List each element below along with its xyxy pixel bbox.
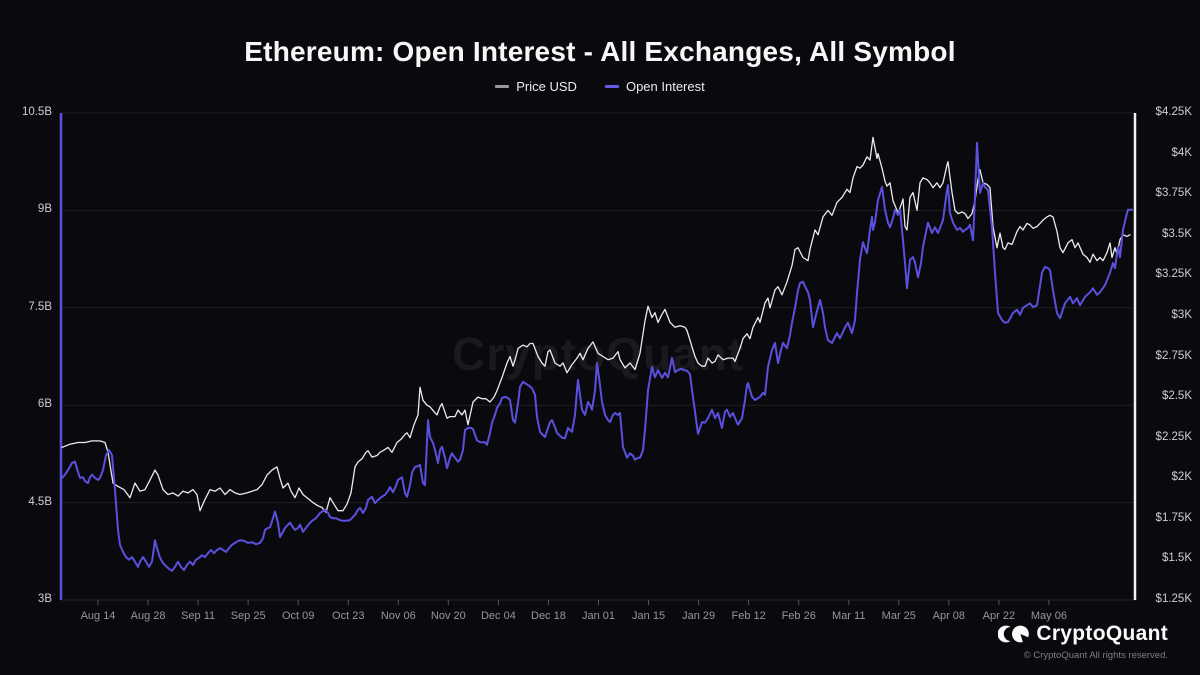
- x-axis-label: Feb 12: [731, 610, 766, 622]
- copyright-text: © CryptoQuant All rights reserved.: [1023, 650, 1168, 661]
- legend-label-price: Price USD: [516, 79, 577, 94]
- x-axis-label: Jan 29: [682, 610, 716, 622]
- y-axis-label-right: $1.75K: [1155, 511, 1192, 524]
- x-axis-label: Jan 15: [632, 610, 666, 622]
- x-axis-label: Apr 22: [982, 610, 1016, 622]
- y-axis-label-right: $2K: [1171, 471, 1192, 484]
- x-axis-label: Dec 18: [531, 610, 566, 622]
- y-axis-label-right: $4K: [1171, 146, 1192, 159]
- x-axis-label: Oct 23: [332, 610, 365, 622]
- y-axis-label-left: 4.5B: [28, 495, 52, 508]
- y-axis-label-right: $3.5K: [1161, 227, 1192, 240]
- y-axis-label-right: $3K: [1171, 308, 1192, 321]
- y-axis-label-right: $3.25K: [1155, 268, 1192, 281]
- y-axis-label-right: $1.25K: [1155, 593, 1192, 605]
- x-axis-label: Mar 11: [832, 610, 866, 622]
- page-title: Ethereum: Open Interest - All Exchanges,…: [244, 36, 956, 67]
- legend: Price USD Open Interest: [0, 79, 1200, 94]
- y-axis-label-right: $2.5K: [1161, 390, 1192, 403]
- y-axis-label-right: $2.75K: [1155, 349, 1192, 362]
- y-axis-label-left: 3B: [37, 593, 52, 605]
- y-axis-label-left: 10.5B: [21, 106, 52, 118]
- x-axis-label: Aug 28: [130, 610, 166, 622]
- x-axis-label: May 06: [1030, 610, 1067, 622]
- y-axis-label-left: 9B: [37, 203, 52, 216]
- price-series-dash-icon: [495, 85, 510, 88]
- x-axis-label: Oct 09: [281, 610, 315, 622]
- x-axis-label: Nov 20: [430, 610, 466, 622]
- y-axis-label-left: 7.5B: [28, 300, 52, 313]
- y-axis-label-left: 6B: [37, 398, 52, 411]
- x-axis-label: Mar 25: [881, 610, 916, 622]
- y-axis-label-right: $3.75K: [1155, 187, 1192, 200]
- cryptoquant-logo[interactable]: CryptoQuant: [998, 622, 1168, 646]
- legend-item-open-interest[interactable]: Open Interest: [604, 79, 705, 94]
- x-axis-label: Sep 25: [230, 610, 266, 622]
- y-axis-label-right: $2.25K: [1155, 430, 1192, 443]
- legend-label-open-interest: Open Interest: [625, 79, 705, 94]
- cryptoquant-logo-icon: [998, 625, 1030, 644]
- x-axis-label: Jan 01: [581, 610, 616, 622]
- y-axis-label-right: $4.25K: [1155, 106, 1192, 118]
- x-axis-label: Apr 08: [932, 610, 966, 622]
- x-axis-label: Sep 11: [181, 610, 216, 622]
- x-axis-label: Dec 04: [480, 610, 516, 622]
- x-axis-label: Nov 06: [380, 610, 416, 622]
- x-axis-label: Feb 26: [781, 610, 816, 622]
- x-axis-label: Aug 14: [80, 610, 116, 622]
- open-interest-series-dash-icon: [604, 85, 619, 88]
- y-axis-label-right: $1.5K: [1161, 552, 1192, 565]
- brand-name: CryptoQuant: [1036, 622, 1168, 645]
- legend-item-price[interactable]: Price USD: [495, 79, 577, 94]
